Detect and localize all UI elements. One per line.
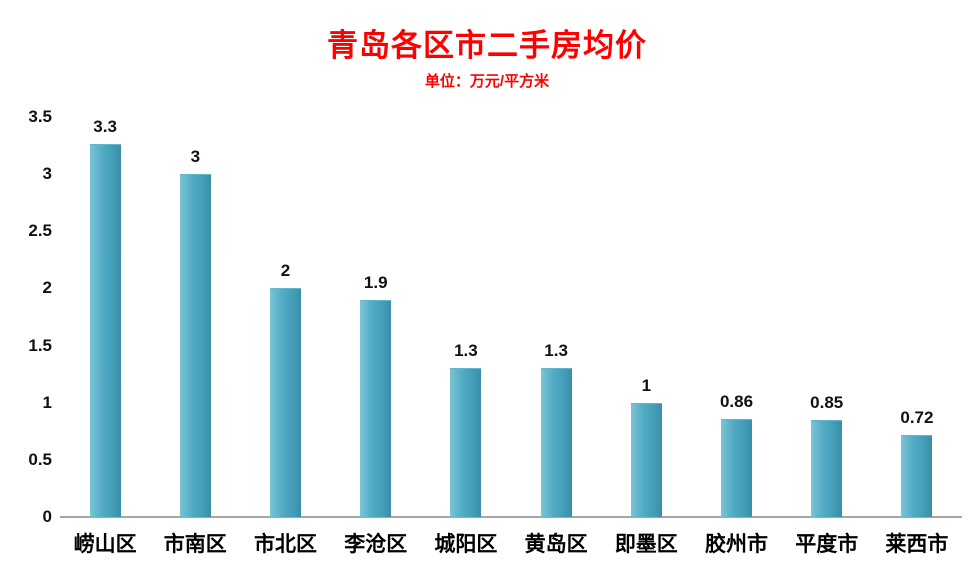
y-axis-tick-label: 3 bbox=[42, 164, 52, 184]
bar-value-label: 0.86 bbox=[719, 391, 754, 411]
bar bbox=[360, 299, 392, 517]
bar bbox=[450, 368, 482, 517]
bar-group: 2 bbox=[240, 117, 330, 517]
bar-chart: 0 0.5 1 1.5 2 2.5 3 3.5 3.3 3 2 1.9 1.3 1.3 1 0.86 0.85… bbox=[10, 107, 962, 526]
bar-group: 3 bbox=[150, 117, 240, 517]
bar-value-label: 1 bbox=[641, 375, 652, 395]
x-axis-category-label: 市南区 bbox=[163, 533, 227, 556]
bar-value-label: 1.3 bbox=[454, 341, 478, 361]
y-axis-tick-label: 2.5 bbox=[28, 221, 52, 241]
bar-value-label: 1.9 bbox=[363, 272, 388, 292]
chart-subtitle: 单位：万元/平方米 bbox=[424, 73, 550, 90]
x-axis-category-row: 崂山区 市南区 市北区 李沧区 城阳区 黄岛区 即墨区 胶州市 平度市 莱西市 bbox=[60, 528, 962, 558]
bar bbox=[630, 402, 662, 517]
bar-value-label: 3 bbox=[190, 147, 201, 167]
y-axis-tick-label: 3.5 bbox=[28, 107, 52, 126]
bar-group: 1.3 bbox=[421, 117, 511, 517]
x-axis-category-label: 李沧区 bbox=[344, 533, 408, 556]
bar-group: 0.72 bbox=[872, 117, 962, 517]
bar-value-label: 3.3 bbox=[93, 117, 117, 136]
bar bbox=[811, 419, 843, 517]
y-axis-tick-label: 1.5 bbox=[28, 335, 52, 355]
bar-group: 1 bbox=[601, 117, 691, 517]
y-axis-tick-label: 0 bbox=[42, 507, 52, 526]
bar bbox=[89, 144, 121, 517]
x-axis-category-label: 即墨区 bbox=[614, 533, 678, 556]
y-axis-tick-label: 1 bbox=[42, 392, 52, 412]
x-axis-category-label: 崂山区 bbox=[73, 533, 137, 556]
bar-group: 1.9 bbox=[331, 117, 421, 517]
bar-value-label: 2 bbox=[280, 261, 291, 281]
bar-value-label: 0.85 bbox=[810, 392, 844, 412]
bar-group: 3.3 bbox=[60, 117, 150, 517]
y-axis-tick-label: 0.5 bbox=[28, 449, 52, 469]
x-axis-category-label: 市北区 bbox=[254, 533, 317, 556]
bar bbox=[721, 418, 753, 517]
bar bbox=[270, 288, 301, 517]
x-axis-category-label: 黄岛区 bbox=[524, 533, 588, 556]
x-axis-category-label: 莱西市 bbox=[885, 533, 949, 556]
y-axis-tick-label: 2 bbox=[42, 278, 52, 298]
bar bbox=[179, 174, 211, 517]
chart-title: 青岛各区市二手房均价 bbox=[327, 28, 647, 63]
x-axis-category-label: 平度市 bbox=[795, 533, 859, 556]
bar-group: 1.3 bbox=[511, 117, 601, 517]
y-axis: 0 0.5 1 1.5 2 2.5 3 3.5 bbox=[10, 107, 60, 526]
x-axis-category-label: 城阳区 bbox=[434, 533, 498, 556]
bar-value-label: 0.72 bbox=[900, 407, 934, 427]
plot-area: 3.3 3 2 1.9 1.3 1.3 1 0.86 0.85 0.72 bbox=[60, 117, 962, 518]
x-axis-line bbox=[60, 516, 962, 518]
bar-group: 0.85 bbox=[782, 117, 872, 517]
bar bbox=[540, 368, 572, 517]
bar-group: 0.86 bbox=[691, 117, 781, 517]
bar bbox=[901, 434, 933, 517]
x-axis-category-label: 胶州市 bbox=[705, 533, 769, 556]
bar-value-label: 1.3 bbox=[544, 341, 568, 361]
